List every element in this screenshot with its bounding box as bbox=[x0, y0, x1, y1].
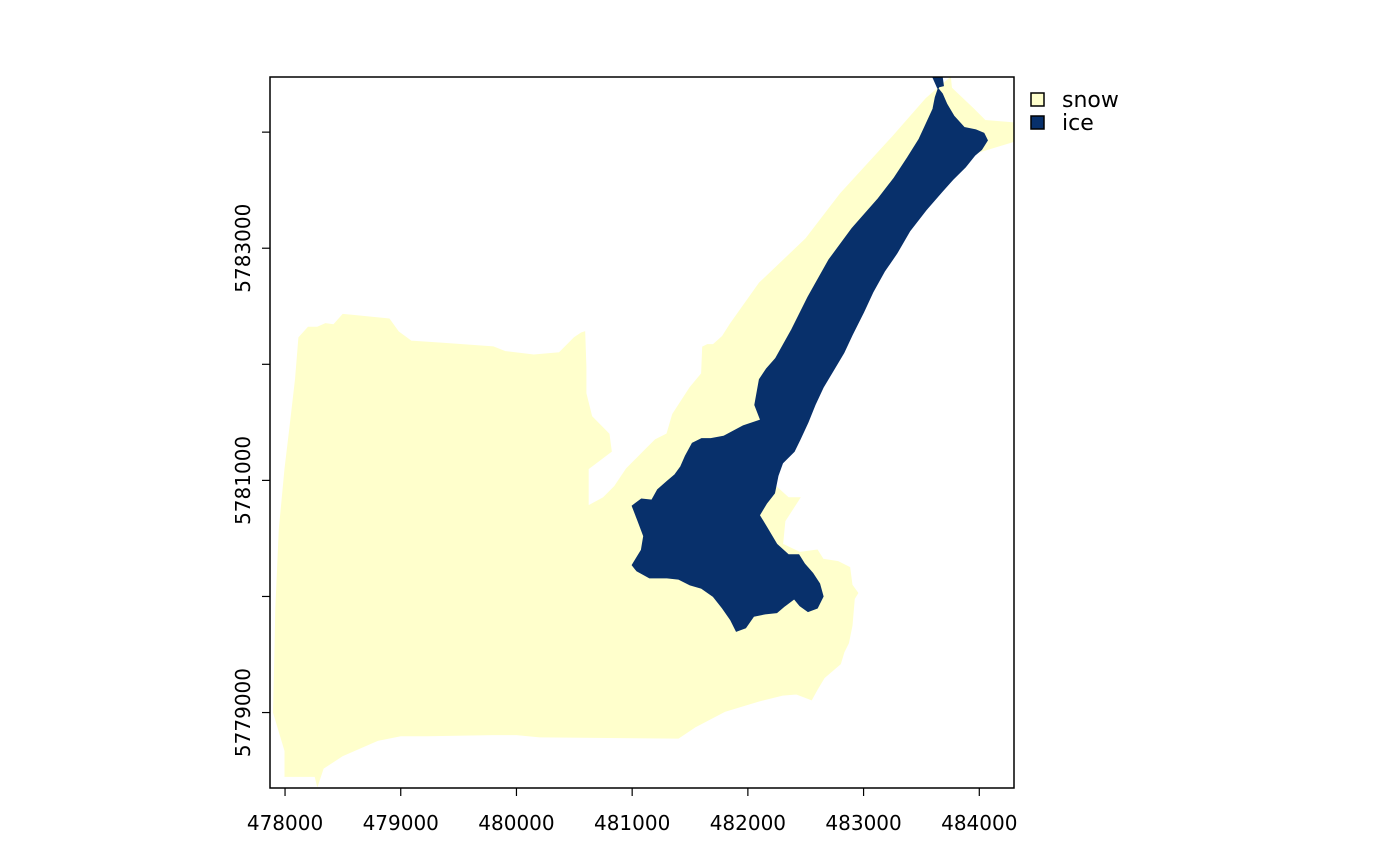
y-tick-label: 5779000 bbox=[231, 668, 255, 757]
y-axis: 5779000 5781000 5783000 bbox=[231, 131, 270, 757]
x-axis: 478000 479000 480000 481000 482000 483000 4840… bbox=[247, 788, 1017, 835]
x-tick-label: 479000 bbox=[363, 811, 439, 835]
legend-label-snow: snow bbox=[1062, 88, 1119, 113]
y-tick-label: 5783000 bbox=[231, 204, 255, 293]
x-tick-label: 483000 bbox=[825, 811, 901, 835]
ice-area bbox=[631, 77, 988, 632]
x-tick-label: 478000 bbox=[247, 811, 323, 835]
plot-frame bbox=[269, 76, 1015, 789]
y-tick-label: 5781000 bbox=[231, 436, 255, 525]
x-tick-label: 482000 bbox=[710, 811, 786, 835]
x-tick-label: 484000 bbox=[941, 811, 1017, 835]
legend-swatch-ice bbox=[1030, 115, 1045, 130]
raster-layer bbox=[272, 77, 1014, 788]
x-tick-label: 480000 bbox=[478, 811, 554, 835]
x-tick-label: 481000 bbox=[594, 811, 670, 835]
legend-swatch-snow bbox=[1030, 92, 1045, 107]
snow-area bbox=[272, 77, 1014, 788]
legend-label-ice: ice bbox=[1062, 111, 1094, 136]
